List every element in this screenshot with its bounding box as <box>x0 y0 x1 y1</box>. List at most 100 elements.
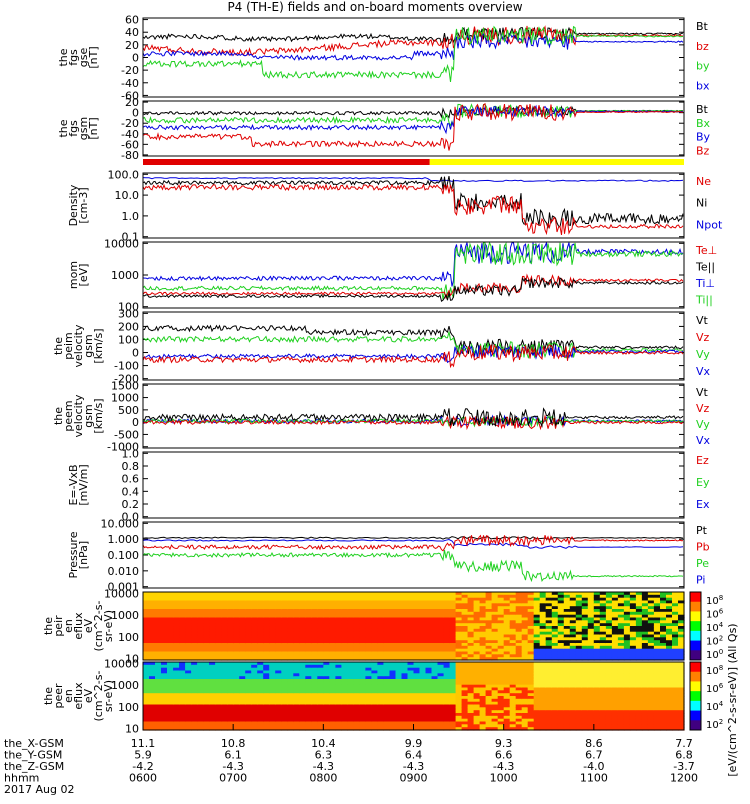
spectro-cell <box>605 673 613 677</box>
spectro-cell <box>515 628 523 633</box>
spectro-cell <box>161 713 168 717</box>
spectro-cell <box>647 662 655 666</box>
spectro-cell <box>635 634 643 638</box>
spectro-cell <box>443 698 451 703</box>
spectro-cell <box>143 645 150 650</box>
spectro-cell <box>419 687 427 691</box>
spectro-cell <box>599 628 607 633</box>
spectro-cell <box>611 623 619 627</box>
spectro-cell <box>281 704 288 708</box>
spectro-cell <box>233 603 240 607</box>
spectro-cell <box>347 718 354 723</box>
spectro-cell <box>359 640 366 644</box>
colorbar-segment <box>690 640 701 651</box>
spectro-cell <box>419 651 427 655</box>
spectro-cell <box>449 611 457 616</box>
spectro-cell <box>666 718 673 723</box>
spectro-cell <box>419 681 427 686</box>
spectro-cell <box>359 592 366 596</box>
spectro-cell <box>647 670 655 674</box>
spectro-cell <box>179 676 186 680</box>
spectro-cell <box>209 651 216 655</box>
spectro-cell <box>641 637 649 641</box>
spectro-cell <box>443 637 451 641</box>
spectro-cell <box>581 609 589 613</box>
spectro-cell <box>335 676 342 680</box>
series-Vt <box>142 407 684 428</box>
spectro-cell <box>317 611 324 616</box>
spectro-cell <box>275 654 282 658</box>
spectro-cell <box>281 592 288 596</box>
spectro-cell <box>341 687 348 691</box>
spectro-cell <box>251 634 258 638</box>
spectro-cell <box>383 690 390 694</box>
spectro-cell <box>191 667 198 672</box>
spectro-cell <box>419 645 427 650</box>
spectro-cell <box>467 673 475 677</box>
spectro-cell <box>641 654 649 658</box>
spectro-cell <box>425 727 433 731</box>
spectro-cell <box>305 600 312 604</box>
spectro-cell <box>215 651 222 655</box>
spectro-cell <box>341 701 348 706</box>
spectro-cell <box>527 654 535 658</box>
spectro-cell <box>413 710 421 714</box>
spectro-cell <box>407 727 415 731</box>
spectro-cell <box>467 651 475 655</box>
spectro-cell <box>509 640 517 644</box>
spectro-cell <box>233 679 240 683</box>
spectro-cell <box>359 634 366 638</box>
spectro-cell <box>203 718 210 723</box>
spectro-cell <box>377 718 384 723</box>
spectro-cell <box>293 707 300 711</box>
spectro-cell <box>389 681 397 686</box>
x-tick-label: 9.9 <box>405 737 423 750</box>
spectro-cell <box>672 603 679 607</box>
spectro-cell <box>413 597 421 602</box>
spectro-cell <box>509 687 517 691</box>
spectro-cell <box>221 681 228 686</box>
spectro-cell <box>641 670 649 674</box>
spectro-cell <box>419 718 427 723</box>
spectro-cell <box>191 681 198 686</box>
spectro-cell <box>383 715 390 720</box>
spectro-cell <box>527 690 535 694</box>
legend-Ne: Ne <box>696 175 711 188</box>
y-axis-label: velocity <box>72 324 85 367</box>
spectro-cell <box>527 609 535 613</box>
spectro-cell <box>527 626 535 630</box>
spectro-cell <box>611 696 619 700</box>
spectro-cell <box>629 721 637 725</box>
spectro-cell <box>275 643 282 647</box>
spectro-cell <box>209 684 216 689</box>
spectro-cell <box>443 640 451 644</box>
spectro-cell <box>666 667 673 672</box>
spectro-cell <box>431 628 439 633</box>
spectro-cell <box>581 693 589 697</box>
spectro-cell <box>185 597 192 602</box>
spectro-cell <box>521 670 529 674</box>
spectro-cell <box>377 690 384 694</box>
spectro-cell <box>407 681 415 686</box>
y-axis-label: gsm <box>82 334 95 357</box>
spectro-cell <box>515 597 523 602</box>
spectro-cell <box>551 611 559 616</box>
spectro-cell <box>191 603 198 607</box>
spectro-cell <box>449 614 457 619</box>
spectro-cell <box>449 710 457 714</box>
spectro-cell <box>221 704 228 708</box>
spectro-cell <box>443 670 451 674</box>
spectro-cell <box>581 673 589 677</box>
spectro-cell <box>149 654 156 658</box>
spectro-cell <box>239 670 246 674</box>
spectro-cell <box>329 701 336 706</box>
spectro-cell <box>257 645 264 650</box>
y-tick-label: 20 <box>125 96 139 109</box>
spectro-cell <box>557 620 565 624</box>
spectro-cell <box>209 724 216 728</box>
spectro-cell <box>203 704 210 708</box>
spectro-cell <box>347 609 354 613</box>
spectro-cell <box>575 626 583 630</box>
spectro-cell <box>443 707 451 711</box>
spectro-cell <box>461 673 469 677</box>
